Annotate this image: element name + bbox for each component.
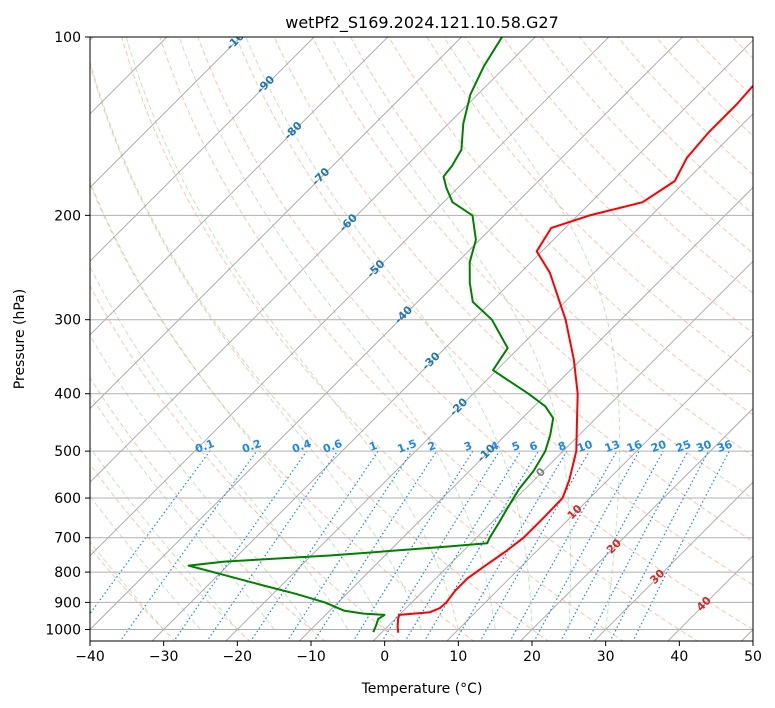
mixing-ratio-line (173, 450, 308, 641)
dry-adiabat-line (90, 59, 550, 641)
mixing-ratio-line (352, 450, 474, 641)
moist-adiabat-line (245, 37, 533, 630)
y-tick-label: 200 (54, 208, 81, 224)
mixing-ratio-label: 36 (715, 438, 734, 456)
mixing-ratio-label: 0.6 (321, 437, 344, 456)
mixing-ratio-line (381, 450, 501, 641)
isotherm-line (90, 37, 242, 189)
x-tick-label: −40 (75, 649, 105, 665)
mixing-ratio-line (533, 450, 640, 641)
mixing-ratio-label: 4 (489, 439, 501, 454)
isotherm-line (90, 37, 610, 557)
x-tick-label: 10 (449, 649, 467, 665)
mixing-ratio-label: 0.2 (240, 437, 263, 456)
mixing-ratio-label: 20 (649, 438, 668, 456)
x-tick-label: 20 (523, 649, 541, 665)
y-tick-label: 500 (54, 444, 81, 460)
pressure-gridlines (90, 37, 753, 630)
x-tick-label: −20 (223, 649, 253, 665)
moist-adiabat-line (90, 180, 386, 630)
x-tick-label: 0 (380, 649, 389, 665)
profile-lines (187, 37, 753, 633)
moist-adiabat-line (90, 334, 312, 630)
chart-title: wetPf2_S169.2024.121.10.58.G27 (285, 13, 559, 33)
dry-adiabat-line (273, 37, 753, 543)
x-axis-label: Temperature (°C) (361, 681, 483, 697)
dry-adiabat-line (121, 37, 624, 641)
x-tick-label: −30 (149, 649, 179, 665)
background-lines (90, 37, 753, 641)
isotherm-line (90, 37, 536, 483)
mixing-ratio-label: 16 (625, 438, 644, 456)
y-tick-label: 400 (54, 387, 81, 403)
dry-adiabat-line (235, 37, 753, 586)
dry-adiabat-line (464, 37, 753, 334)
mixing-ratio-label: 5 (510, 439, 522, 454)
x-axis: −40 −30 −20 −10 0 10 20 30 40 50 (75, 641, 762, 665)
moist-adiabat-line (90, 265, 349, 630)
y-tick-label: 300 (54, 313, 81, 329)
mixing-ratio-line (119, 450, 258, 641)
mixing-ratio-label: 3 (462, 439, 474, 454)
isotherm-line (372, 260, 753, 641)
dry-adiabat-line (502, 37, 753, 294)
isotherm-line (90, 37, 389, 336)
mixing-ratio-line (404, 450, 522, 641)
dry-adiabat-line (159, 37, 699, 641)
moist-adiabat-line (90, 62, 422, 630)
x-tick-label: −10 (296, 649, 326, 665)
moist-adiabat-line (125, 37, 459, 630)
y-tick-label: 800 (54, 565, 81, 581)
moist-adiabat-line (443, 37, 621, 630)
mixing-ratio-line (632, 450, 730, 641)
mixing-ratio-line (509, 450, 618, 641)
dry-adiabat-line (90, 284, 400, 641)
mixing-ratio-label: 0.1 (193, 437, 216, 456)
mixing-ratio-label: 0.4 (290, 437, 313, 456)
isotherm-line (151, 39, 753, 641)
dry-adiabat-line (311, 37, 753, 500)
x-tick-label: 40 (670, 649, 688, 665)
y-tick-label: 1000 (45, 623, 81, 639)
moist-adiabat-line (178, 37, 496, 630)
moist-adiabat-line (330, 37, 572, 630)
x-tick-label: 30 (597, 649, 615, 665)
isotherm-line (298, 186, 753, 641)
x-tick-label: 50 (744, 649, 762, 665)
y-axis: 100 200 300 400 500 600 700 800 900 1000 (45, 30, 90, 639)
isotherm-line (593, 481, 753, 641)
mixing-ratio-label: 25 (674, 438, 693, 455)
y-tick-label: 700 (54, 531, 81, 547)
isotherm-line (225, 113, 753, 641)
y-tick-label: 600 (54, 491, 81, 507)
y-tick-label: 100 (54, 30, 81, 46)
dewpoint-line (187, 37, 555, 633)
mixing-ratio-label: 13 (603, 438, 622, 455)
mixing-ratio-line (250, 450, 379, 641)
mixing-ratio-label: 6 (528, 439, 540, 454)
mixing-ratio-label: 1 (367, 439, 379, 454)
isotherm-line (90, 37, 684, 631)
mixing-ratio-label: 1.5 (396, 437, 419, 456)
mixing-ratio-label: 30 (695, 438, 714, 456)
y-tick-label: 900 (54, 595, 81, 611)
mixing-ratio-label: 10 (575, 438, 594, 456)
y-axis-label: Pressure (hPa) (12, 289, 28, 389)
dry-adiabat-line (388, 37, 753, 416)
isotherm-line (519, 407, 753, 641)
mixing-ratio-line (313, 450, 438, 641)
mixing-ratio-line (286, 450, 413, 641)
mixing-ratio-line (560, 450, 664, 641)
plot-frame (89, 36, 754, 642)
mixing-ratio-line (206, 450, 339, 641)
isotherm-line (90, 37, 315, 262)
temperature-line (396, 84, 753, 633)
mixing-ratio-label: 8 (556, 439, 568, 454)
mixing-ratio-line (90, 450, 211, 615)
dry-adiabat-line (90, 546, 176, 641)
isotherm-line (446, 334, 753, 641)
mixing-ratio-label: 2 (426, 439, 438, 454)
isotherm-line (90, 37, 463, 410)
